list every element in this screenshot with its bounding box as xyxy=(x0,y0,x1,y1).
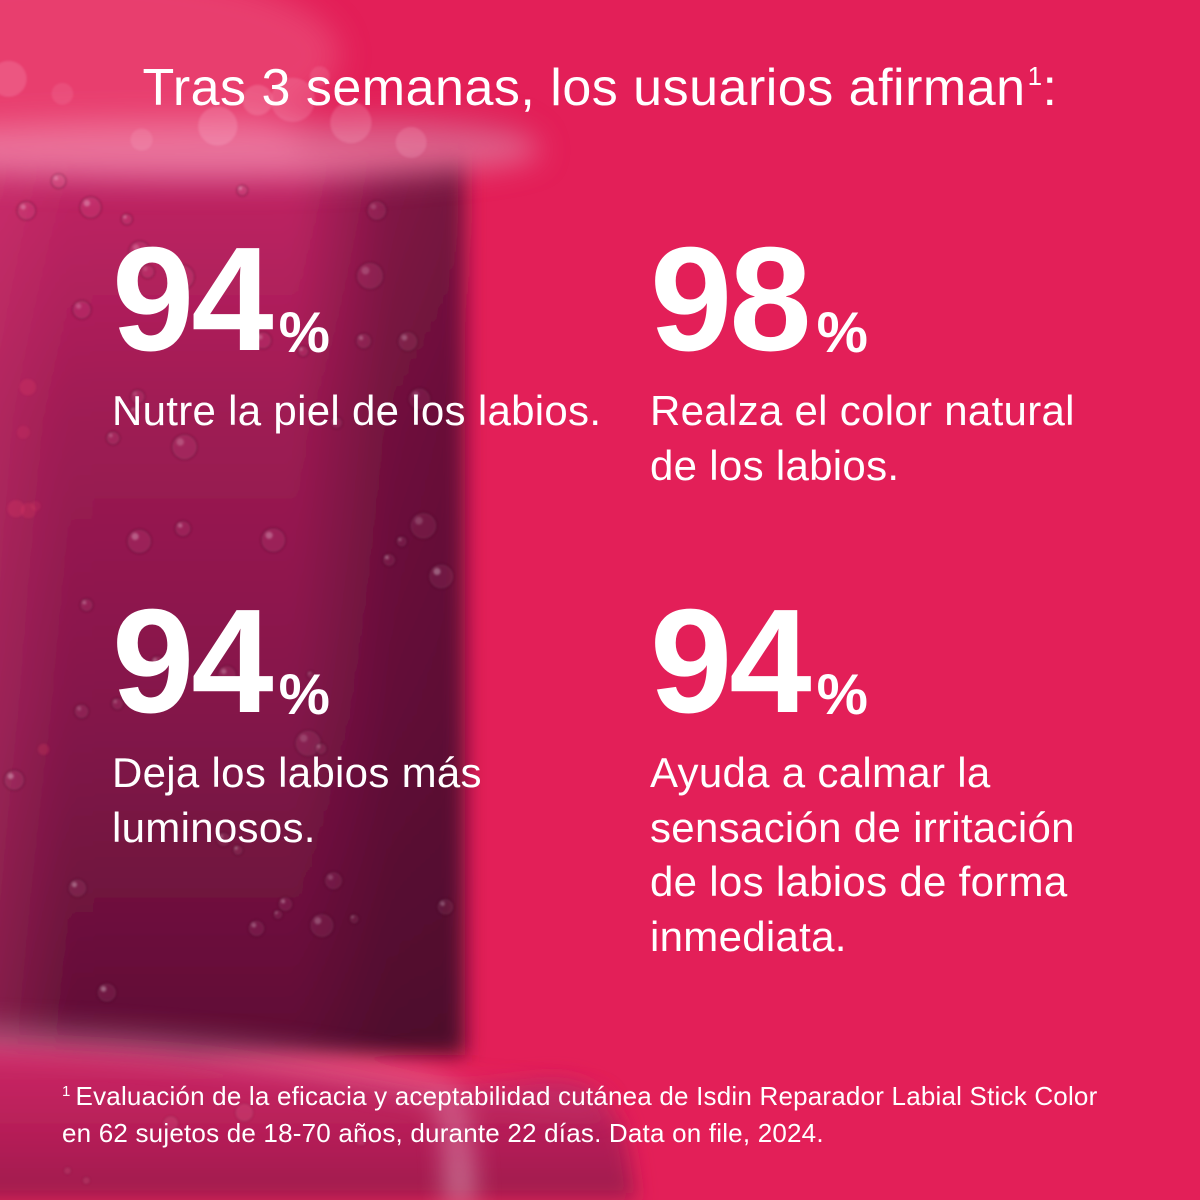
stat-value: 94 xyxy=(112,217,274,382)
percent-sign: % xyxy=(278,300,330,365)
percent-sign: % xyxy=(278,662,330,727)
footnote-marker: 1 xyxy=(62,1083,71,1100)
stat-label: Realza el color natural de los labios. xyxy=(650,387,1075,489)
headline-colon: : xyxy=(1042,59,1058,117)
stat-value: 94 xyxy=(112,579,274,744)
stat-value-line: 94% xyxy=(112,226,602,374)
stat-label: Nutre la piel de los labios. xyxy=(112,387,602,434)
stat-card-nutre: 94% Nutre la piel de los labios. xyxy=(112,226,602,439)
stat-value-line: 98% xyxy=(650,226,1122,374)
footnote: 1 Evaluación de la eficacia y aceptabilid… xyxy=(62,1078,1132,1152)
stat-value: 94 xyxy=(650,579,812,744)
stat-label: Deja los labios más luminosos. xyxy=(112,749,482,851)
percent-sign: % xyxy=(816,662,868,727)
stat-card-calmar: 94% Ayuda a calmar la sensación de irrit… xyxy=(650,588,1122,964)
stat-value-line: 94% xyxy=(650,588,1122,736)
stat-card-luminosos: 94% Deja los labios más luminosos. xyxy=(112,588,602,855)
headline: Tras 3 semanas, los usuarios afirman1: xyxy=(0,58,1200,118)
stat-value: 98 xyxy=(650,217,812,382)
stat-card-realza: 98% Realza el color natural de los labio… xyxy=(650,226,1122,493)
stat-value-line: 94% xyxy=(112,588,602,736)
headline-text: Tras 3 semanas, los usuarios afirman xyxy=(142,59,1026,117)
stat-label: Ayuda a calmar la sensación de irritació… xyxy=(650,749,1075,960)
headline-footnote-marker: 1 xyxy=(1027,61,1043,91)
percent-sign: % xyxy=(816,300,868,365)
footnote-text: Evaluación de la eficacia y aceptabilida… xyxy=(62,1081,1098,1148)
